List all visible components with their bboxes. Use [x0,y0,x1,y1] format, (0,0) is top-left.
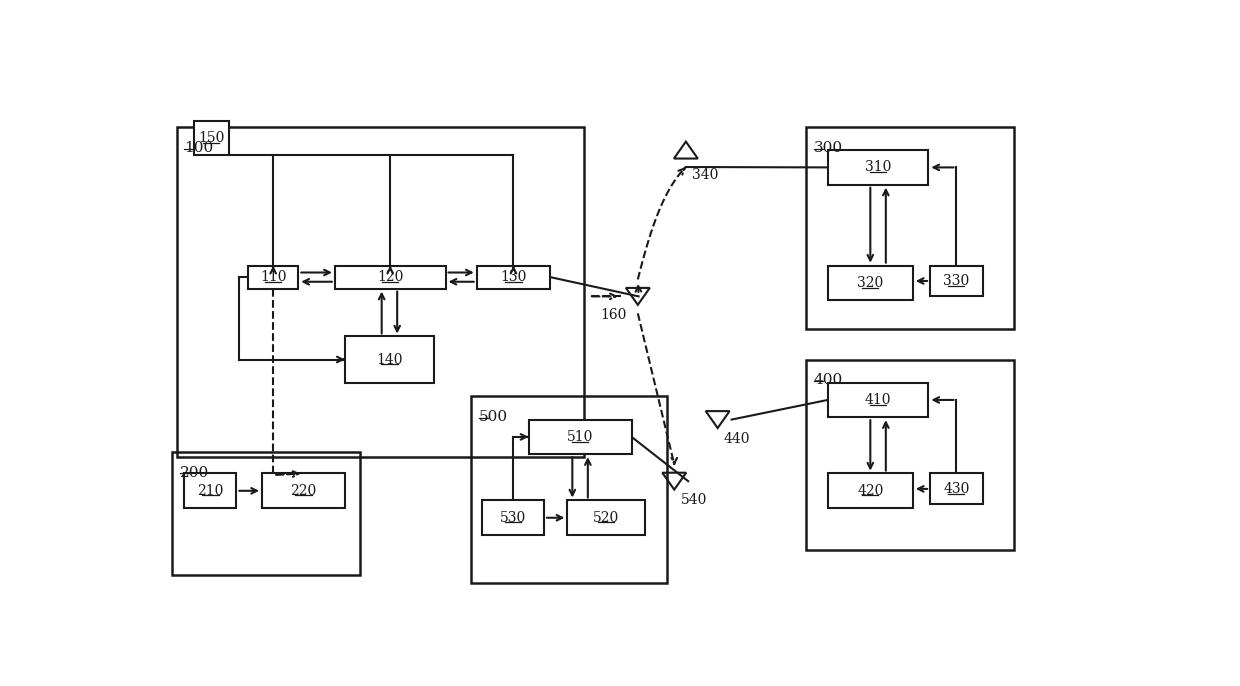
Text: 300: 300 [813,141,843,155]
Bar [176,127,584,458]
Bar [471,397,667,583]
Text: 200: 200 [180,466,210,480]
Text: 510: 510 [567,430,593,444]
Text: 100: 100 [185,141,213,155]
Text: 330: 330 [944,274,970,288]
Bar [185,473,237,508]
Text: 440: 440 [724,431,750,446]
Bar [567,500,645,535]
Text: 130: 130 [500,270,527,284]
Text: 410: 410 [864,393,892,407]
Text: 160: 160 [600,309,627,322]
Text: 500: 500 [479,410,508,425]
Text: 110: 110 [260,270,286,284]
Text: 150: 150 [198,131,224,145]
Text: 320: 320 [857,276,883,290]
Bar [930,473,982,504]
Text: 210: 210 [197,484,223,498]
Bar [172,452,361,575]
Bar [828,150,929,185]
Text: 540: 540 [681,493,707,507]
Text: 220: 220 [290,484,316,498]
Bar [248,265,299,289]
Text: 310: 310 [864,161,892,174]
Bar [828,473,913,508]
Bar [193,121,228,156]
Bar [482,500,544,535]
Bar [476,265,551,289]
Text: 430: 430 [944,482,970,496]
Bar [828,265,913,300]
Text: 120: 120 [377,270,403,284]
Text: 340: 340 [692,168,718,182]
Text: 420: 420 [857,484,884,498]
Text: 520: 520 [593,511,619,525]
Bar [806,359,1014,550]
Text: 530: 530 [500,511,526,525]
Bar [930,265,982,296]
Bar [806,127,1014,329]
Bar [262,473,345,508]
Bar [345,336,434,383]
Bar [335,265,445,289]
Bar [828,383,929,417]
Text: 400: 400 [813,373,843,388]
Text: 140: 140 [376,353,403,366]
Bar [528,420,631,454]
